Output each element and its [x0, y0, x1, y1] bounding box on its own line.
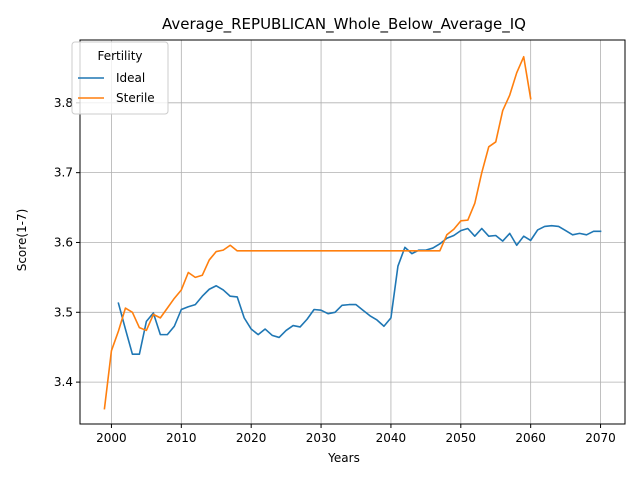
y-axis-label: Score(1-7): [15, 209, 29, 272]
x-tick-label: 2070: [585, 431, 616, 445]
x-tick-label: 2020: [236, 431, 267, 445]
y-axis: 3.4 3.5 3.6 3.7 3.8: [54, 96, 80, 389]
x-axis-label: Years: [327, 451, 360, 465]
y-tick-label: 3.5: [54, 305, 73, 319]
x-tick-label: 2030: [306, 431, 337, 445]
x-tick-label: 2040: [376, 431, 407, 445]
x-tick-label: 2000: [96, 431, 127, 445]
x-tick-label: 2050: [446, 431, 477, 445]
y-tick-label: 3.4: [54, 375, 73, 389]
legend-box: [71, 41, 169, 115]
x-tick-label: 2060: [515, 431, 546, 445]
x-axis: 2000 2010 2020 2030 2040 2050 2060 2070: [96, 424, 616, 445]
legend-title: Fertility: [97, 49, 142, 63]
y-tick-label: 3.8: [54, 96, 73, 110]
x-tick-label: 2010: [166, 431, 197, 445]
series-line-ideal: [117, 224, 602, 355]
chart-title: Average_REPUBLICAN_Whole_Below_Average_I…: [162, 15, 526, 34]
legend-items: Ideal Sterile: [78, 71, 155, 105]
legend: Fertility Ideal Sterile: [71, 41, 169, 115]
series-line-sterile: [103, 55, 532, 410]
legend-label-sterile: Sterile: [116, 91, 155, 105]
y-tick-label: 3.6: [54, 235, 73, 249]
legend-label-ideal: Ideal: [116, 71, 145, 85]
y-tick-label: 3.7: [54, 166, 73, 180]
grid: [80, 40, 625, 424]
series-layer: [103, 55, 602, 410]
plot-frame: [79, 39, 626, 425]
